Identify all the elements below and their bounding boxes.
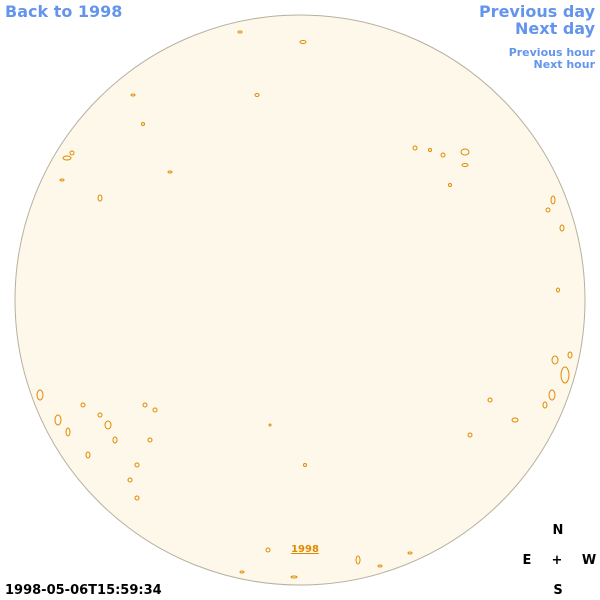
contour [303, 463, 307, 467]
contour [448, 183, 452, 187]
contour [268, 423, 272, 427]
contour [407, 551, 413, 555]
contour [290, 575, 298, 579]
contour [487, 397, 493, 403]
previous-hour-link[interactable]: Previous hour [509, 46, 596, 59]
contour [542, 401, 548, 409]
contour [69, 150, 75, 156]
contour [550, 195, 556, 205]
back-link[interactable]: Back to 1998 [5, 2, 122, 21]
contour [467, 432, 473, 438]
contour [85, 451, 91, 459]
active-regions [36, 30, 573, 579]
contour [355, 555, 361, 565]
previous-day-link[interactable]: Previous day [479, 2, 596, 21]
contour [254, 93, 260, 97]
contour [127, 477, 133, 483]
contour [62, 155, 72, 161]
contour [461, 163, 469, 167]
compass-east: E [523, 553, 532, 568]
contour [141, 122, 145, 126]
contour [511, 417, 519, 423]
contour [147, 437, 153, 443]
contour [152, 407, 158, 413]
contour [265, 547, 271, 553]
year-link[interactable]: 1998 [291, 544, 319, 555]
compass-north: N [553, 523, 564, 538]
contour [97, 412, 103, 418]
contour [167, 170, 173, 174]
solar-disk [14, 14, 586, 586]
contour [548, 389, 556, 401]
contour [104, 420, 112, 430]
contour [412, 145, 418, 151]
next-day-link[interactable]: Next day [515, 19, 596, 38]
contour [560, 366, 570, 384]
contour [54, 414, 62, 426]
compass-center: + [552, 553, 563, 568]
contour [239, 570, 245, 574]
contour [460, 148, 470, 156]
contour [80, 402, 86, 408]
contour [556, 287, 560, 293]
contour [299, 40, 307, 44]
contour [440, 152, 446, 158]
contour [59, 178, 65, 182]
contour [134, 462, 140, 468]
contour [65, 427, 71, 437]
contour [97, 194, 103, 202]
contour [377, 564, 383, 568]
contour [237, 30, 243, 34]
timestamp: 1998-05-06T15:59:34 [5, 583, 162, 598]
compass-south: S [553, 583, 562, 598]
contour [567, 351, 573, 359]
next-hour-link[interactable]: Next hour [534, 58, 596, 71]
contour [142, 402, 148, 408]
contour [559, 224, 565, 232]
compass-west: W [582, 553, 596, 568]
contour [428, 148, 432, 152]
contour [545, 207, 551, 213]
contour [130, 93, 136, 97]
contour [134, 495, 140, 501]
contour [112, 436, 118, 444]
contour [36, 389, 44, 401]
contour [551, 355, 559, 365]
